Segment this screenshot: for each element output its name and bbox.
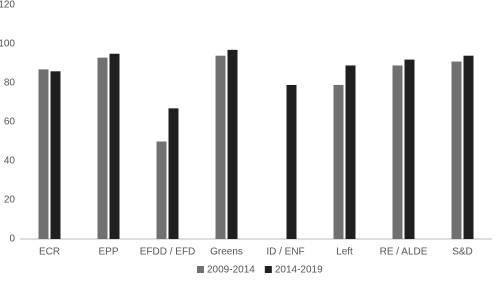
x-tick-label: Left [336, 247, 353, 258]
bar [463, 55, 474, 240]
bar [227, 49, 238, 239]
bar [168, 108, 179, 239]
y-tick-label: 40 [4, 156, 16, 167]
legend-swatch [264, 266, 272, 273]
x-tick-label: EFDD / EFD [140, 247, 196, 258]
bar [38, 69, 49, 239]
bar [333, 84, 344, 239]
bar [97, 57, 108, 240]
legend-swatch [197, 266, 204, 273]
y-tick-label: 20 [4, 195, 16, 206]
bar [156, 141, 167, 239]
legend-label: 2009-2014 [207, 265, 255, 276]
bar [286, 84, 297, 239]
x-tick-label: S&D [452, 247, 473, 258]
y-tick-label: 0 [9, 234, 15, 245]
x-tick-label: EPP [98, 247, 118, 258]
x-tick-label: ID / ENF [266, 247, 304, 258]
bar [451, 61, 462, 239]
bar [50, 71, 61, 239]
x-tick-label: ECR [39, 247, 60, 258]
y-tick-label: 100 [0, 39, 15, 50]
bar [345, 65, 356, 239]
x-tick-label: Greens [210, 247, 243, 258]
y-tick-label: 80 [4, 78, 16, 89]
bar [392, 65, 403, 239]
x-tick-label: RE / ALDE [380, 247, 428, 258]
bar [109, 53, 120, 239]
y-tick-label: 120 [0, 0, 15, 11]
y-tick-label: 60 [4, 117, 16, 128]
legend-label: 2014-2019 [275, 265, 323, 276]
bar [404, 59, 415, 239]
bar [215, 55, 226, 240]
